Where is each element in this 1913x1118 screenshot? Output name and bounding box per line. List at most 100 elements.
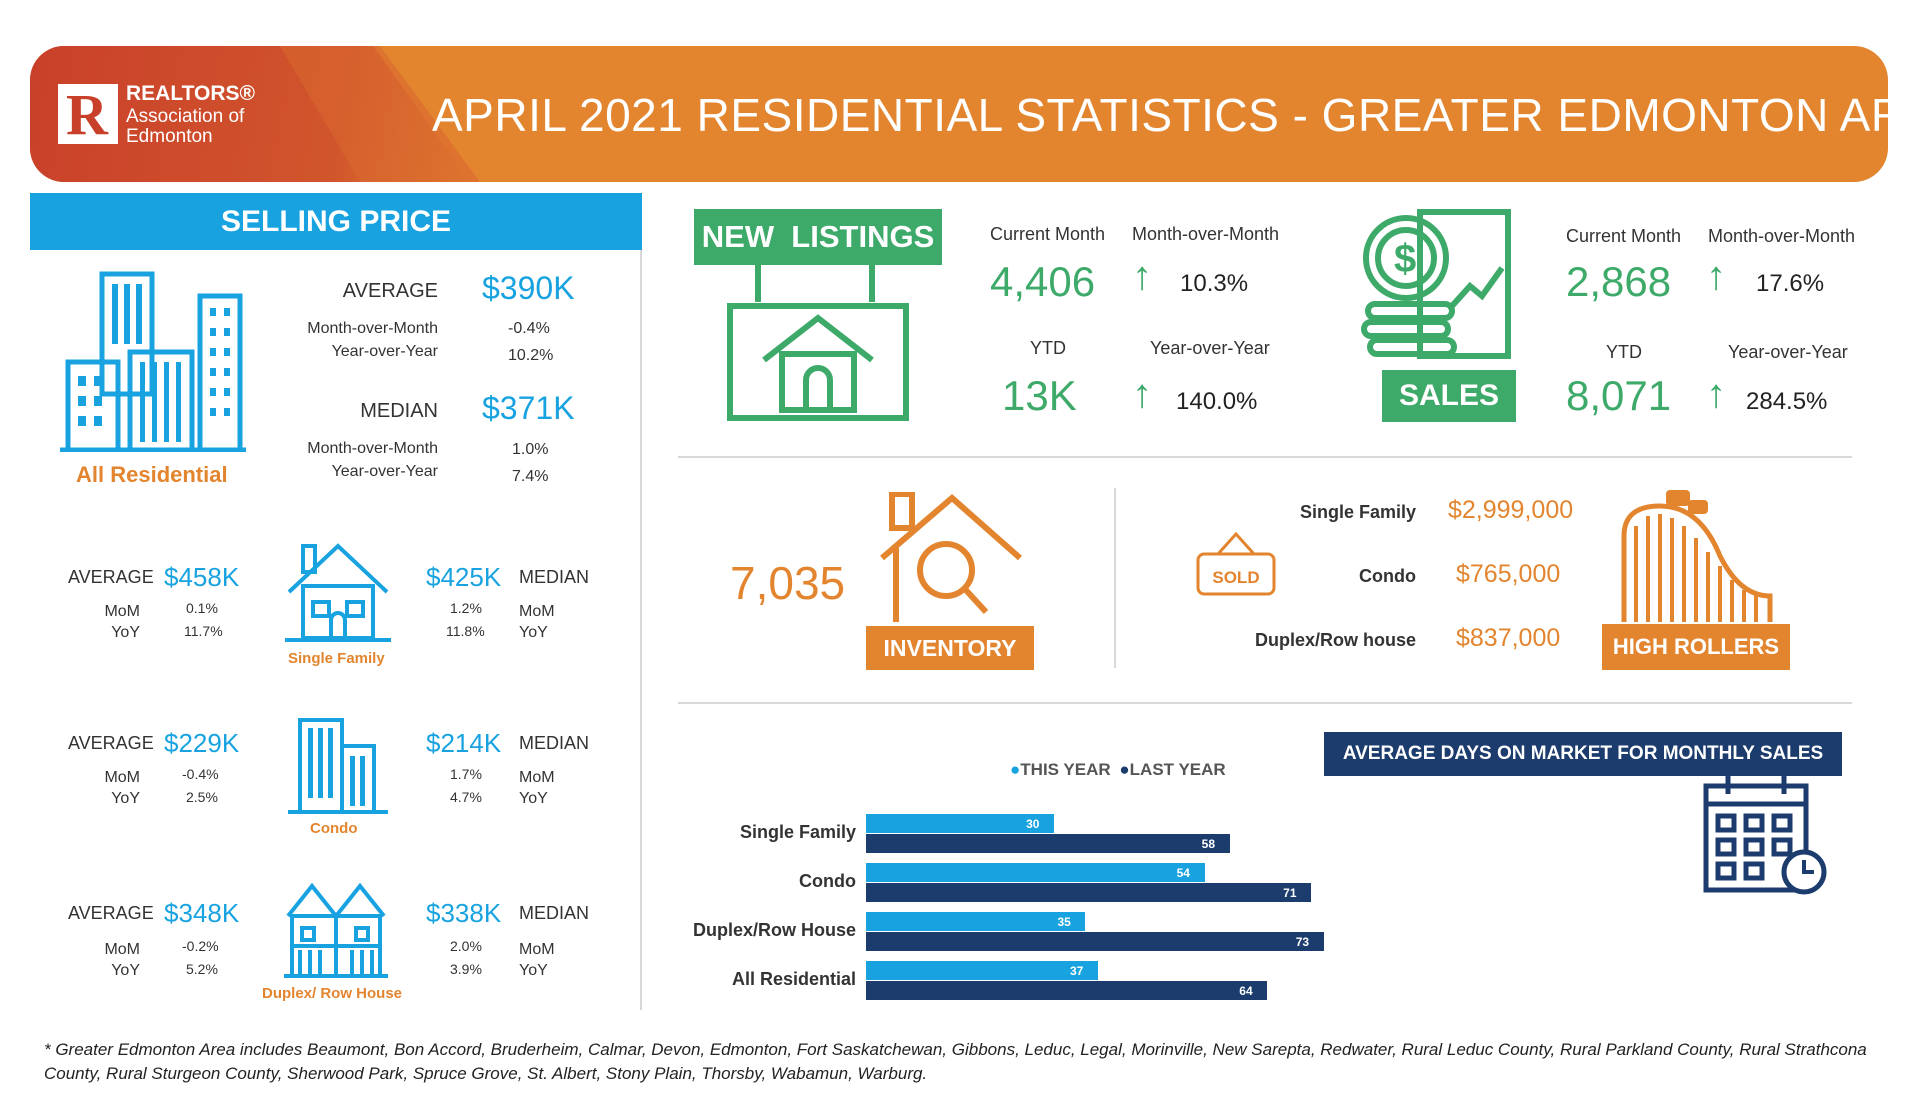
chart-legend: ●THIS YEAR ●LAST YEAR bbox=[1010, 760, 1226, 780]
listing-sign-house-icon bbox=[727, 262, 909, 421]
condo-med-mom-value: 1.7% bbox=[450, 766, 482, 782]
high-rollers-label: HIGH ROLLERS bbox=[1602, 624, 1790, 670]
bar-last-year bbox=[866, 932, 1324, 951]
all-med-yoy-value: 7.4% bbox=[512, 468, 549, 485]
new-listings-heading: NEW LISTINGS bbox=[694, 209, 942, 265]
calendar-clock-icon bbox=[1703, 776, 1827, 895]
all-avg-mom-value: -0.4% bbox=[508, 320, 550, 337]
header-banner: R REALTORS® Association of Edmonton APRI… bbox=[30, 46, 1888, 182]
svg-text:$: $ bbox=[1394, 237, 1416, 281]
hr-single-family-price: $2,999,000 bbox=[1448, 496, 1574, 524]
sales-ytd-value: 8,071 bbox=[1566, 372, 1672, 419]
all-median-value: $371K bbox=[482, 390, 575, 426]
all-average-value: $390K bbox=[482, 270, 575, 306]
duplex-median-label: MEDIAN bbox=[519, 903, 590, 923]
chart-category-label: Single Family bbox=[739, 822, 856, 842]
days-on-market-heading: AVERAGE DAYS ON MARKET FOR MONTHLY SALES bbox=[1324, 732, 1842, 776]
nl-yoy-up-arrow-icon: ↑ bbox=[1132, 372, 1152, 416]
bar-this-year bbox=[866, 814, 1055, 833]
sales-heading: SALES bbox=[1382, 370, 1516, 422]
sales-yoy-value: 284.5% bbox=[1746, 388, 1828, 415]
condo-med-mom-label: MoM bbox=[519, 769, 555, 786]
hr-duplex-price: $837,000 bbox=[1456, 624, 1561, 652]
bar-value-label: 64 bbox=[1239, 984, 1253, 998]
duplex-median-value: $338K bbox=[426, 898, 502, 928]
inventory-divider bbox=[1114, 488, 1116, 668]
bar-value-label: 54 bbox=[1176, 866, 1190, 880]
bar-value-label: 73 bbox=[1295, 935, 1310, 949]
sf-yoy-label: YoY bbox=[111, 624, 140, 641]
nl-current-month-value: 4,406 bbox=[990, 258, 1096, 305]
all-med-mom-label: Month-over-Month bbox=[307, 440, 438, 457]
duplex-yoy-label: YoY bbox=[111, 962, 140, 979]
hr-duplex-label: Duplex/Row house bbox=[1254, 630, 1416, 650]
sf-median-label: MEDIAN bbox=[519, 567, 590, 587]
realtors-logo-icon: R bbox=[58, 84, 118, 144]
bar-value-label: 30 bbox=[1026, 817, 1040, 831]
condo-mom-label: MoM bbox=[104, 769, 140, 786]
all-med-yoy-label: Year-over-Year bbox=[331, 463, 438, 480]
condo-med-yoy-label: YoY bbox=[519, 790, 548, 807]
sales-yoy-up-arrow-icon: ↑ bbox=[1706, 372, 1726, 416]
sf-average-label: AVERAGE bbox=[68, 567, 154, 587]
bar-this-year bbox=[866, 863, 1205, 882]
hr-condo-label: Condo bbox=[1359, 566, 1416, 586]
page-title: APRIL 2021 RESIDENTIAL STATISTICS - GREA… bbox=[432, 89, 1888, 141]
logo-subtitle-1: Association of bbox=[126, 106, 245, 127]
bar-value-label: 37 bbox=[1069, 964, 1084, 978]
legend-last-year-dot: ● bbox=[1119, 760, 1130, 779]
condo-building-icon bbox=[288, 718, 388, 814]
nl-yoy-label: Year-over-Year bbox=[1150, 338, 1270, 358]
sales-yoy-label: Year-over-Year bbox=[1728, 342, 1848, 362]
all-median-label: MEDIAN bbox=[360, 400, 438, 422]
all-avg-mom-label: Month-over-Month bbox=[307, 320, 438, 337]
sf-med-mom-label: MoM bbox=[519, 603, 555, 620]
duplex-mom-label: MoM bbox=[104, 941, 140, 958]
bar-last-year bbox=[866, 883, 1312, 902]
chart-category-label: Duplex/Row House bbox=[692, 920, 856, 940]
legend-last-year: LAST YEAR bbox=[1129, 760, 1226, 779]
sf-avg-mom-value: 0.1% bbox=[186, 600, 218, 616]
roller-coaster-icon bbox=[1621, 490, 1773, 622]
duplex-row-house-icon bbox=[284, 882, 388, 978]
sf-median-value: $425K bbox=[426, 562, 502, 592]
hr-single-family-label: Single Family bbox=[1299, 502, 1416, 522]
selling-price-heading: SELLING PRICE bbox=[30, 193, 642, 250]
inventory-label: INVENTORY bbox=[866, 626, 1034, 670]
sales-mom-value: 17.6% bbox=[1756, 270, 1825, 297]
bar-last-year bbox=[866, 834, 1230, 853]
nl-mom-label: Month-over-Month bbox=[1132, 224, 1280, 244]
sf-average-value: $458K bbox=[164, 562, 240, 592]
legend-this-year: THIS YEAR bbox=[1020, 760, 1111, 779]
all-residential-label: All Residential bbox=[76, 462, 228, 487]
logo-subtitle-2: Edmonton bbox=[126, 126, 213, 147]
all-avg-yoy-label: Year-over-Year bbox=[331, 343, 438, 360]
sf-avg-yoy-value: 11.7% bbox=[184, 623, 223, 639]
sales-mom-up-arrow-icon: ↑ bbox=[1706, 254, 1726, 298]
condo-average-label: AVERAGE bbox=[68, 733, 154, 753]
nl-mom-value: 10.3% bbox=[1180, 270, 1249, 297]
bar-value-label: 58 bbox=[1201, 837, 1216, 851]
sold-sign-text: SOLD bbox=[1212, 568, 1260, 587]
sales-money-icon: $ bbox=[1361, 209, 1511, 359]
sf-label: Single Family bbox=[288, 650, 385, 667]
chart-category-label: All Residential bbox=[731, 969, 856, 989]
sf-med-yoy-value: 11.8% bbox=[446, 623, 485, 639]
nl-current-month-label: Current Month bbox=[990, 224, 1106, 244]
nl-mom-up-arrow-icon: ↑ bbox=[1132, 254, 1152, 298]
sf-mom-label: MoM bbox=[104, 603, 140, 620]
city-buildings-icon bbox=[60, 271, 246, 452]
duplex-average-value: $348K bbox=[164, 898, 240, 928]
hr-condo-price: $765,000 bbox=[1456, 560, 1561, 588]
bar-this-year bbox=[866, 912, 1086, 931]
duplex-med-yoy-label: YoY bbox=[519, 962, 548, 979]
sf-med-yoy-label: YoY bbox=[519, 624, 548, 641]
footnote: * Greater Edmonton Area includes Beaumon… bbox=[44, 1040, 1867, 1083]
house-magnifier-icon bbox=[880, 492, 1022, 622]
chart-category-label: Condo bbox=[799, 871, 856, 891]
section-divider-1 bbox=[678, 456, 1852, 458]
all-average-label: AVERAGE bbox=[342, 280, 438, 302]
duplex-med-yoy-value: 3.9% bbox=[450, 961, 482, 977]
duplex-med-mom-label: MoM bbox=[519, 941, 555, 958]
condo-avg-yoy-value: 2.5% bbox=[186, 789, 218, 805]
